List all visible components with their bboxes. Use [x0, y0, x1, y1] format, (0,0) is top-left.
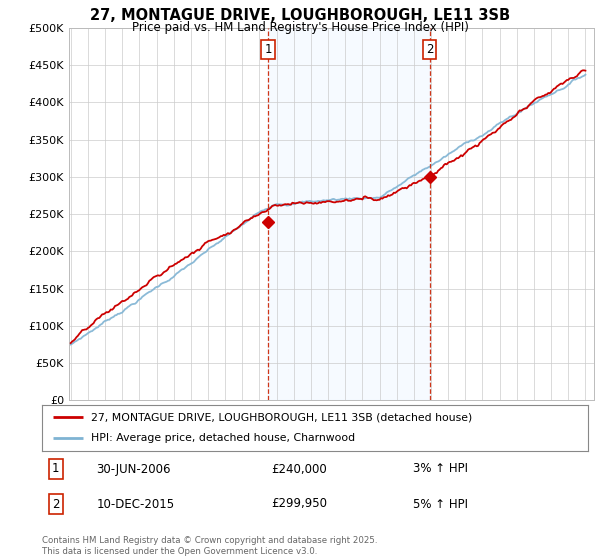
Text: Contains HM Land Registry data © Crown copyright and database right 2025.
This d: Contains HM Land Registry data © Crown c… — [42, 536, 377, 556]
Bar — [268, 28, 430, 400]
Text: 1: 1 — [264, 43, 272, 56]
Text: 3% ↑ HPI: 3% ↑ HPI — [413, 463, 468, 475]
Text: 5% ↑ HPI: 5% ↑ HPI — [413, 497, 468, 511]
Text: 2: 2 — [52, 497, 59, 511]
Text: 1: 1 — [52, 463, 59, 475]
Text: £240,000: £240,000 — [271, 463, 327, 475]
Text: 10-DEC-2015: 10-DEC-2015 — [97, 497, 175, 511]
Text: 2: 2 — [426, 43, 433, 56]
Text: 27, MONTAGUE DRIVE, LOUGHBOROUGH, LE11 3SB: 27, MONTAGUE DRIVE, LOUGHBOROUGH, LE11 3… — [90, 8, 510, 24]
Text: £299,950: £299,950 — [271, 497, 328, 511]
Text: HPI: Average price, detached house, Charnwood: HPI: Average price, detached house, Char… — [91, 433, 355, 444]
Text: 27, MONTAGUE DRIVE, LOUGHBOROUGH, LE11 3SB (detached house): 27, MONTAGUE DRIVE, LOUGHBOROUGH, LE11 3… — [91, 412, 472, 422]
Text: Price paid vs. HM Land Registry's House Price Index (HPI): Price paid vs. HM Land Registry's House … — [131, 21, 469, 34]
Text: 30-JUN-2006: 30-JUN-2006 — [97, 463, 171, 475]
